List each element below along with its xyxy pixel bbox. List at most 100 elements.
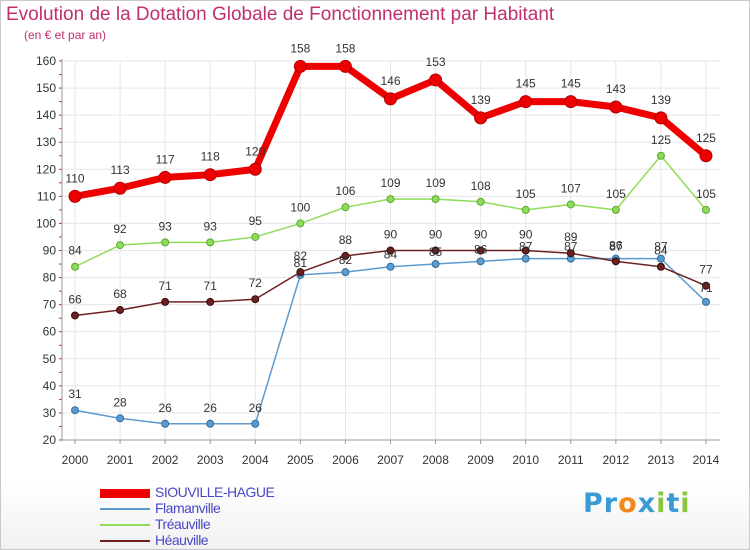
data-label: 86 xyxy=(609,238,623,252)
x-tick-label: 2009 xyxy=(467,453,494,467)
proxiti-logo: Proxiti xyxy=(583,488,691,519)
y-tick-label: 110 xyxy=(37,189,56,203)
data-label: 72 xyxy=(249,276,263,290)
data-label: 113 xyxy=(110,163,129,177)
data-label: 109 xyxy=(380,176,400,190)
data-label: 158 xyxy=(290,41,310,55)
data-label: 93 xyxy=(158,219,172,233)
data-point xyxy=(251,295,260,304)
data-point xyxy=(386,262,395,271)
data-point xyxy=(656,262,665,271)
x-tick-label: 2008 xyxy=(422,453,449,467)
legend-label: SIOUVILLE-HAGUE xyxy=(155,484,275,500)
data-label: 87 xyxy=(564,240,578,254)
data-point xyxy=(296,219,305,228)
data-label: 84 xyxy=(654,244,668,258)
x-tick-label: 2011 xyxy=(558,453,584,467)
data-label: 84 xyxy=(384,248,398,262)
data-label: 87 xyxy=(654,240,668,254)
y-tick-label: 70 xyxy=(43,298,57,312)
logo-letter: P xyxy=(583,488,604,519)
x-tick-label: 2013 xyxy=(648,453,675,467)
data-point xyxy=(248,162,262,176)
data-point xyxy=(699,149,713,163)
data-label: 93 xyxy=(204,219,218,233)
data-point xyxy=(609,100,623,114)
y-tick-label: 50 xyxy=(43,352,57,366)
logo-letter: t xyxy=(666,488,681,519)
x-tick-label: 2002 xyxy=(152,453,179,467)
data-point xyxy=(251,419,260,428)
data-label: 87 xyxy=(609,240,623,254)
data-label: 118 xyxy=(201,150,220,164)
data-point xyxy=(521,254,530,263)
data-point xyxy=(611,257,620,266)
data-point xyxy=(341,251,350,260)
data-label: 143 xyxy=(606,82,626,96)
data-point xyxy=(431,260,440,269)
legend-label: Flamanville xyxy=(155,500,221,516)
data-label: 26 xyxy=(204,401,218,415)
data-label: 117 xyxy=(156,152,175,166)
data-point xyxy=(383,92,397,106)
data-point xyxy=(476,257,485,266)
y-tick-label: 80 xyxy=(43,271,57,285)
legend-label: Héauville xyxy=(155,532,209,548)
data-point xyxy=(206,297,215,306)
data-label: 107 xyxy=(561,181,581,195)
y-tick-label: 130 xyxy=(36,135,56,149)
data-point xyxy=(564,95,578,109)
data-label: 146 xyxy=(380,74,400,88)
data-label: 82 xyxy=(339,253,353,267)
data-point xyxy=(611,205,620,214)
data-point xyxy=(476,197,485,206)
data-label: 105 xyxy=(516,187,536,201)
data-label: 89 xyxy=(564,230,578,244)
data-label: 100 xyxy=(290,200,310,214)
data-label: 145 xyxy=(516,77,536,91)
legend-swatch xyxy=(100,540,150,542)
data-point xyxy=(656,254,665,263)
data-point xyxy=(566,249,575,258)
data-label: 71 xyxy=(699,281,713,295)
data-label: 90 xyxy=(429,228,443,242)
data-point xyxy=(476,246,485,255)
data-label: 87 xyxy=(519,240,533,254)
data-point xyxy=(429,73,443,87)
y-tick-label: 20 xyxy=(43,433,57,447)
legend-label: Tréauville xyxy=(155,516,211,532)
data-point xyxy=(654,111,668,125)
data-label: 90 xyxy=(384,228,398,242)
data-label: 106 xyxy=(335,184,355,198)
data-label: 88 xyxy=(339,233,353,247)
data-point xyxy=(71,406,79,415)
y-tick-label: 140 xyxy=(36,108,56,122)
data-label: 139 xyxy=(471,93,491,107)
x-tick-label: 2005 xyxy=(287,453,314,467)
data-point xyxy=(521,205,530,214)
logo-letter: i xyxy=(680,488,691,519)
data-point xyxy=(158,170,172,184)
data-point xyxy=(71,311,79,320)
legend-swatch xyxy=(100,488,150,498)
x-tick-label: 2006 xyxy=(332,453,359,467)
data-point xyxy=(161,297,170,306)
y-tick-label: 100 xyxy=(36,216,56,230)
data-point xyxy=(293,59,307,73)
y-tick-label: 160 xyxy=(36,54,56,68)
data-point xyxy=(431,195,440,204)
data-label: 139 xyxy=(651,93,671,107)
data-label: 81 xyxy=(294,256,308,270)
data-label: 153 xyxy=(426,55,446,69)
logo-letter: r xyxy=(603,488,619,519)
data-point xyxy=(338,59,352,73)
logo-letter: i xyxy=(656,488,667,519)
data-point xyxy=(701,205,710,214)
data-label: 145 xyxy=(561,77,581,91)
y-tick-label: 60 xyxy=(43,325,57,339)
data-label: 95 xyxy=(249,214,263,228)
data-label: 84 xyxy=(68,244,82,258)
data-point xyxy=(116,414,125,423)
data-point xyxy=(116,241,125,250)
